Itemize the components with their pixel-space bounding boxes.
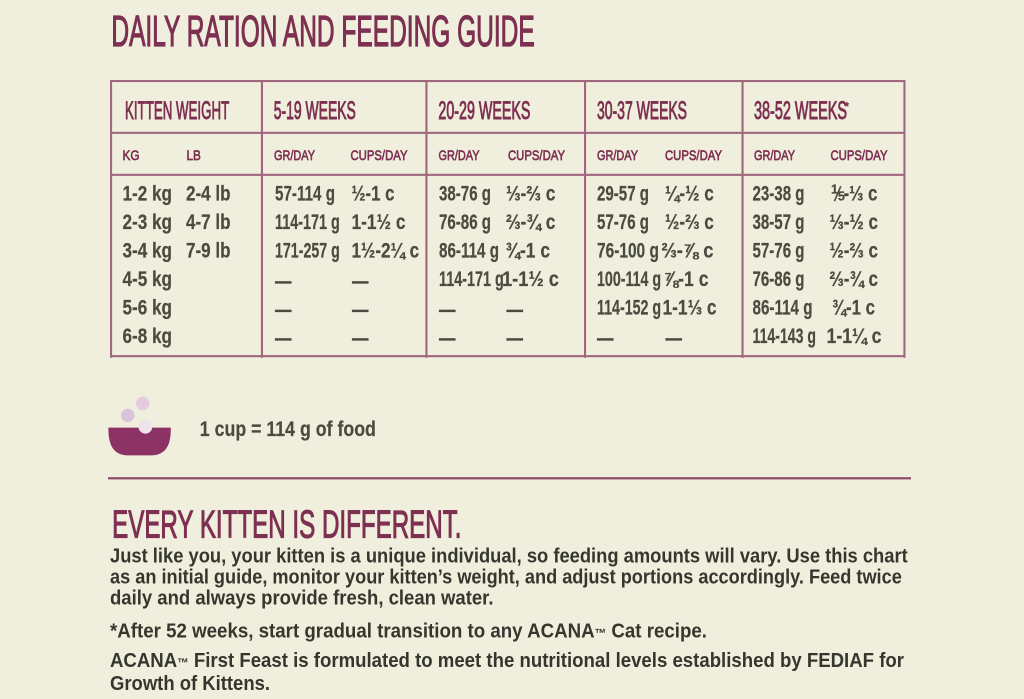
svg-text:as an initial guide, monitor y: as an initial guide, monitor your kitten… — [110, 566, 902, 589]
svg-text:¾-1 c: ¾-1 c — [506, 239, 551, 262]
svg-text:2-4 lb: 2-4 lb — [186, 182, 231, 205]
svg-text:daily and always provide fresh: daily and always provide fresh, clean wa… — [110, 587, 494, 610]
svg-text:½-1 c: ½-1 c — [352, 182, 395, 205]
svg-text:23-38 g: 23-38 g — [753, 182, 805, 205]
svg-text:86-114 g: 86-114 g — [439, 239, 499, 262]
svg-text:—: — — [275, 299, 292, 322]
svg-text:76-86 g: 76-86 g — [753, 268, 805, 291]
svg-text:57-76 g: 57-76 g — [597, 211, 649, 234]
svg-text:⅔-⅞ c: ⅔-⅞ c — [662, 239, 714, 262]
svg-text:57-114 g: 57-114 g — [275, 182, 335, 205]
svg-text:114-143 g: 114-143 g — [753, 325, 817, 348]
svg-text:—: — — [352, 299, 369, 322]
svg-text:Growth of Kittens.: Growth of Kittens. — [110, 672, 270, 695]
svg-text:1½-2¼ c: 1½-2¼ c — [352, 239, 420, 262]
svg-text:1-2 kg: 1-2 kg — [123, 182, 173, 205]
svg-text:38-52 WEEKS: 38-52 WEEKS — [754, 98, 847, 125]
svg-text:4-7 lb: 4-7 lb — [186, 211, 231, 234]
svg-text:1: 1 — [831, 183, 838, 197]
svg-text:DAILY RATION AND FEEDING GUIDE: DAILY RATION AND FEEDING GUIDE — [111, 7, 534, 56]
svg-text:3-4 kg: 3-4 kg — [123, 239, 173, 262]
svg-text:—: — — [597, 327, 614, 350]
svg-text:ACANA™ First Feast is formulat: ACANA™ First Feast is formulated to meet… — [110, 649, 904, 672]
svg-text:—: — — [507, 327, 524, 350]
svg-text:171-257 g: 171-257 g — [275, 239, 340, 262]
svg-text:GR/DAY: GR/DAY — [754, 147, 796, 163]
svg-text:CUPS/DAY: CUPS/DAY — [351, 147, 409, 163]
svg-text:CUPS/DAY: CUPS/DAY — [665, 147, 723, 163]
svg-text:—: — — [352, 327, 369, 350]
svg-text:⅔-¾ c: ⅔-¾ c — [506, 211, 556, 234]
svg-text:1-1¼ c: 1-1¼ c — [827, 325, 882, 348]
svg-text:⅞-1 c: ⅞-1 c — [664, 268, 709, 291]
svg-text:—: — — [439, 327, 456, 350]
svg-text:¾-1 c: ¾-1 c — [832, 296, 875, 319]
svg-text:—: — — [439, 299, 456, 322]
svg-text:38-76 g: 38-76 g — [439, 182, 491, 205]
svg-text:76-86 g: 76-86 g — [439, 211, 491, 234]
svg-text:¼-½ c: ¼-½ c — [665, 182, 714, 205]
svg-text:GR/DAY: GR/DAY — [274, 147, 316, 163]
svg-text:Just like you, your kitten is: Just like you, your kitten is a unique i… — [110, 544, 908, 567]
svg-text:5-6 kg: 5-6 kg — [123, 296, 173, 319]
svg-text:EVERY KITTEN IS DIFFERENT.: EVERY KITTEN IS DIFFERENT. — [112, 503, 461, 546]
svg-text:LB: LB — [187, 147, 201, 163]
svg-text:57-76 g: 57-76 g — [753, 239, 805, 262]
svg-text:*: * — [845, 102, 850, 114]
svg-text:—: — — [275, 270, 292, 293]
svg-text:1-1⅓ c: 1-1⅓ c — [663, 296, 717, 319]
svg-text:CUPS/DAY: CUPS/DAY — [508, 147, 566, 163]
svg-text:GR/DAY: GR/DAY — [597, 147, 639, 163]
svg-text:38-57 g: 38-57 g — [753, 211, 805, 234]
svg-text:20-29 WEEKS: 20-29 WEEKS — [438, 98, 530, 125]
svg-text:—: — — [275, 327, 292, 350]
svg-text:*After 52 weeks, start gradual: *After 52 weeks, start gradual transitio… — [110, 620, 707, 643]
svg-text:½-⅔ c: ½-⅔ c — [830, 239, 879, 262]
svg-text:5: 5 — [838, 189, 845, 203]
svg-text:—: — — [507, 299, 524, 322]
svg-text:114-152 g: 114-152 g — [597, 296, 661, 319]
svg-text:—: — — [666, 327, 683, 350]
svg-text:KG: KG — [123, 147, 140, 163]
svg-text:1-1½ c: 1-1½ c — [352, 211, 406, 234]
svg-text:7-9 lb: 7-9 lb — [186, 239, 231, 262]
svg-text:⅓-⅔ c: ⅓-⅔ c — [506, 182, 556, 205]
svg-text:86-114 g: 86-114 g — [753, 296, 813, 319]
svg-text:KITTEN WEIGHT: KITTEN WEIGHT — [125, 98, 229, 125]
svg-text:2-3 kg: 2-3 kg — [123, 211, 173, 234]
svg-text:114-171 g: 114-171 g — [275, 211, 340, 234]
svg-text:GR/DAY: GR/DAY — [439, 147, 481, 163]
svg-text:76-100 g: 76-100 g — [597, 239, 659, 262]
svg-text:1-1½ c: 1-1½ c — [502, 268, 559, 291]
svg-text:½-⅔ c: ½-⅔ c — [665, 211, 714, 234]
svg-text:⅔-¾ c: ⅔-¾ c — [830, 268, 879, 291]
svg-text:1 cup = 114 g of food: 1 cup = 114 g of food — [200, 418, 376, 441]
svg-text:114-171 g: 114-171 g — [439, 268, 504, 291]
svg-text:5-19 WEEKS: 5-19 WEEKS — [274, 98, 356, 125]
svg-text:29-57 g: 29-57 g — [597, 182, 649, 205]
svg-text:⅓-½ c: ⅓-½ c — [830, 211, 879, 234]
svg-text:30-37 WEEKS: 30-37 WEEKS — [597, 98, 687, 125]
svg-text:6-8 kg: 6-8 kg — [123, 325, 173, 348]
svg-text:—: — — [352, 270, 369, 293]
svg-text:CUPS/DAY: CUPS/DAY — [831, 147, 889, 163]
svg-text:100-114 g: 100-114 g — [597, 268, 661, 291]
svg-text:-⅓ c: -⅓ c — [844, 182, 878, 205]
svg-text:4-5 kg: 4-5 kg — [123, 268, 173, 291]
